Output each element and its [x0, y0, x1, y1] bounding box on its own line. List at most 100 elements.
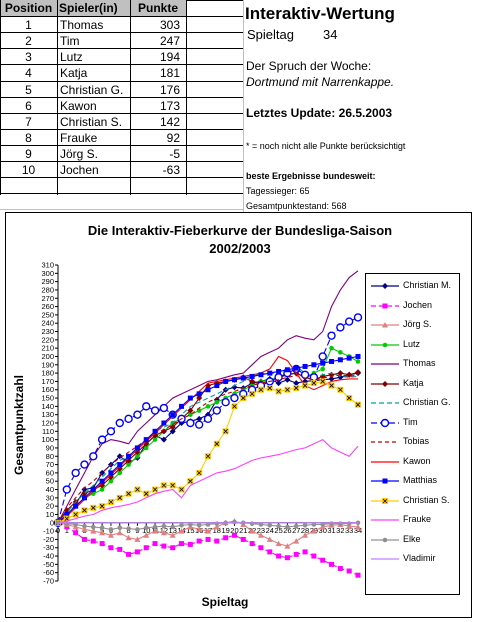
data-point — [205, 404, 211, 409]
data-point — [355, 523, 361, 530]
y-tick-label: 90 — [46, 443, 54, 452]
data-point — [355, 353, 361, 359]
data-point — [203, 414, 213, 424]
y-tick-label: 80 — [46, 452, 54, 461]
data-point — [249, 541, 255, 547]
data-point — [81, 507, 88, 514]
y-tick-label: 170 — [41, 377, 54, 386]
data-point — [275, 380, 282, 387]
spruch-text: Dortmund mit Narrenkappe. — [246, 75, 395, 89]
legend-swatch — [371, 497, 399, 504]
series-line — [57, 374, 359, 524]
row-player: Frauke — [60, 130, 98, 145]
data-point — [107, 532, 114, 538]
data-point — [223, 378, 229, 384]
data-point — [293, 380, 300, 387]
data-point — [81, 486, 88, 493]
data-point — [214, 521, 220, 526]
chart-area[interactable]: Die Interaktiv-Fieberkurve der Bundeslig… — [5, 212, 472, 618]
data-point — [266, 385, 273, 392]
data-point — [169, 532, 176, 538]
legend-swatch — [371, 363, 399, 365]
data-point — [318, 352, 327, 361]
data-point — [134, 486, 141, 493]
data-point — [328, 375, 335, 382]
data-point — [257, 532, 264, 538]
data-point — [231, 377, 237, 383]
y-tick-label: -10 — [43, 527, 54, 536]
x-tick-label: 26 — [283, 526, 291, 535]
data-point — [276, 553, 282, 559]
spieltag-label: Spieltag — [247, 27, 294, 42]
legend-entry: Jochen — [366, 298, 459, 316]
data-point — [196, 415, 203, 422]
data-point — [302, 363, 308, 369]
series-line — [57, 372, 359, 524]
data-point — [382, 342, 388, 347]
y-tick-label: 160 — [41, 385, 54, 394]
data-point — [108, 545, 114, 551]
y-tick-label: 100 — [41, 435, 54, 444]
row-position: 2 — [25, 33, 32, 48]
data-point — [284, 376, 291, 383]
data-point — [382, 478, 388, 484]
data-point — [249, 521, 255, 526]
row-position: 4 — [25, 65, 32, 80]
data-point — [117, 546, 123, 552]
legend-entry: Kawon — [366, 454, 459, 472]
data-point — [108, 527, 114, 532]
data-point — [382, 303, 388, 308]
data-point — [116, 529, 123, 536]
data-point — [187, 478, 194, 485]
legend-entry: Christian G. — [366, 395, 459, 413]
y-tick-label: 120 — [41, 419, 54, 428]
data-point — [293, 538, 300, 544]
y-tick-label: 270 — [41, 294, 54, 303]
data-point — [152, 524, 158, 530]
data-point — [125, 534, 132, 541]
data-point — [214, 538, 220, 544]
data-point — [160, 436, 167, 443]
y-tick-label: 130 — [41, 410, 54, 419]
data-point — [382, 322, 388, 328]
fever-chart: Die Interaktiv-Fieberkurve der Bundeslig… — [12, 223, 392, 609]
data-point — [240, 375, 246, 381]
y-tick-label: 60 — [46, 468, 54, 477]
series-line — [57, 270, 359, 524]
data-point — [231, 403, 238, 410]
y-tick-label: 70 — [46, 460, 54, 469]
data-point — [231, 532, 237, 538]
data-point — [169, 482, 176, 489]
data-point — [90, 528, 97, 534]
data-point — [133, 410, 142, 419]
data-point — [64, 521, 70, 526]
y-tick-label: 310 — [41, 261, 54, 270]
row-points: 176 — [159, 82, 180, 97]
data-point — [337, 370, 344, 377]
series-frauke — [57, 438, 359, 524]
x-tick-label: 30 — [319, 526, 327, 535]
x-tick-label: 33 — [345, 526, 353, 535]
y-tick-label: -40 — [43, 552, 54, 561]
row-position: 7 — [25, 114, 32, 129]
data-point — [108, 478, 114, 484]
data-point — [205, 453, 211, 460]
data-point — [99, 478, 105, 484]
data-point — [196, 391, 202, 397]
legend-label: Frauke — [403, 514, 432, 524]
data-point — [320, 366, 326, 372]
x-tick-label: 32 — [336, 526, 344, 535]
y-tick-label: 240 — [41, 319, 54, 328]
data-point — [73, 530, 79, 536]
data-point — [319, 378, 326, 385]
y-tick-label: 260 — [41, 302, 54, 311]
data-point — [99, 525, 105, 531]
data-point — [230, 393, 239, 403]
data-point — [186, 418, 195, 428]
data-point — [150, 406, 160, 415]
data-point — [267, 522, 273, 528]
data-point — [124, 414, 133, 424]
data-point — [380, 418, 390, 427]
row-position: 3 — [25, 49, 32, 64]
legend-swatch — [371, 322, 399, 328]
